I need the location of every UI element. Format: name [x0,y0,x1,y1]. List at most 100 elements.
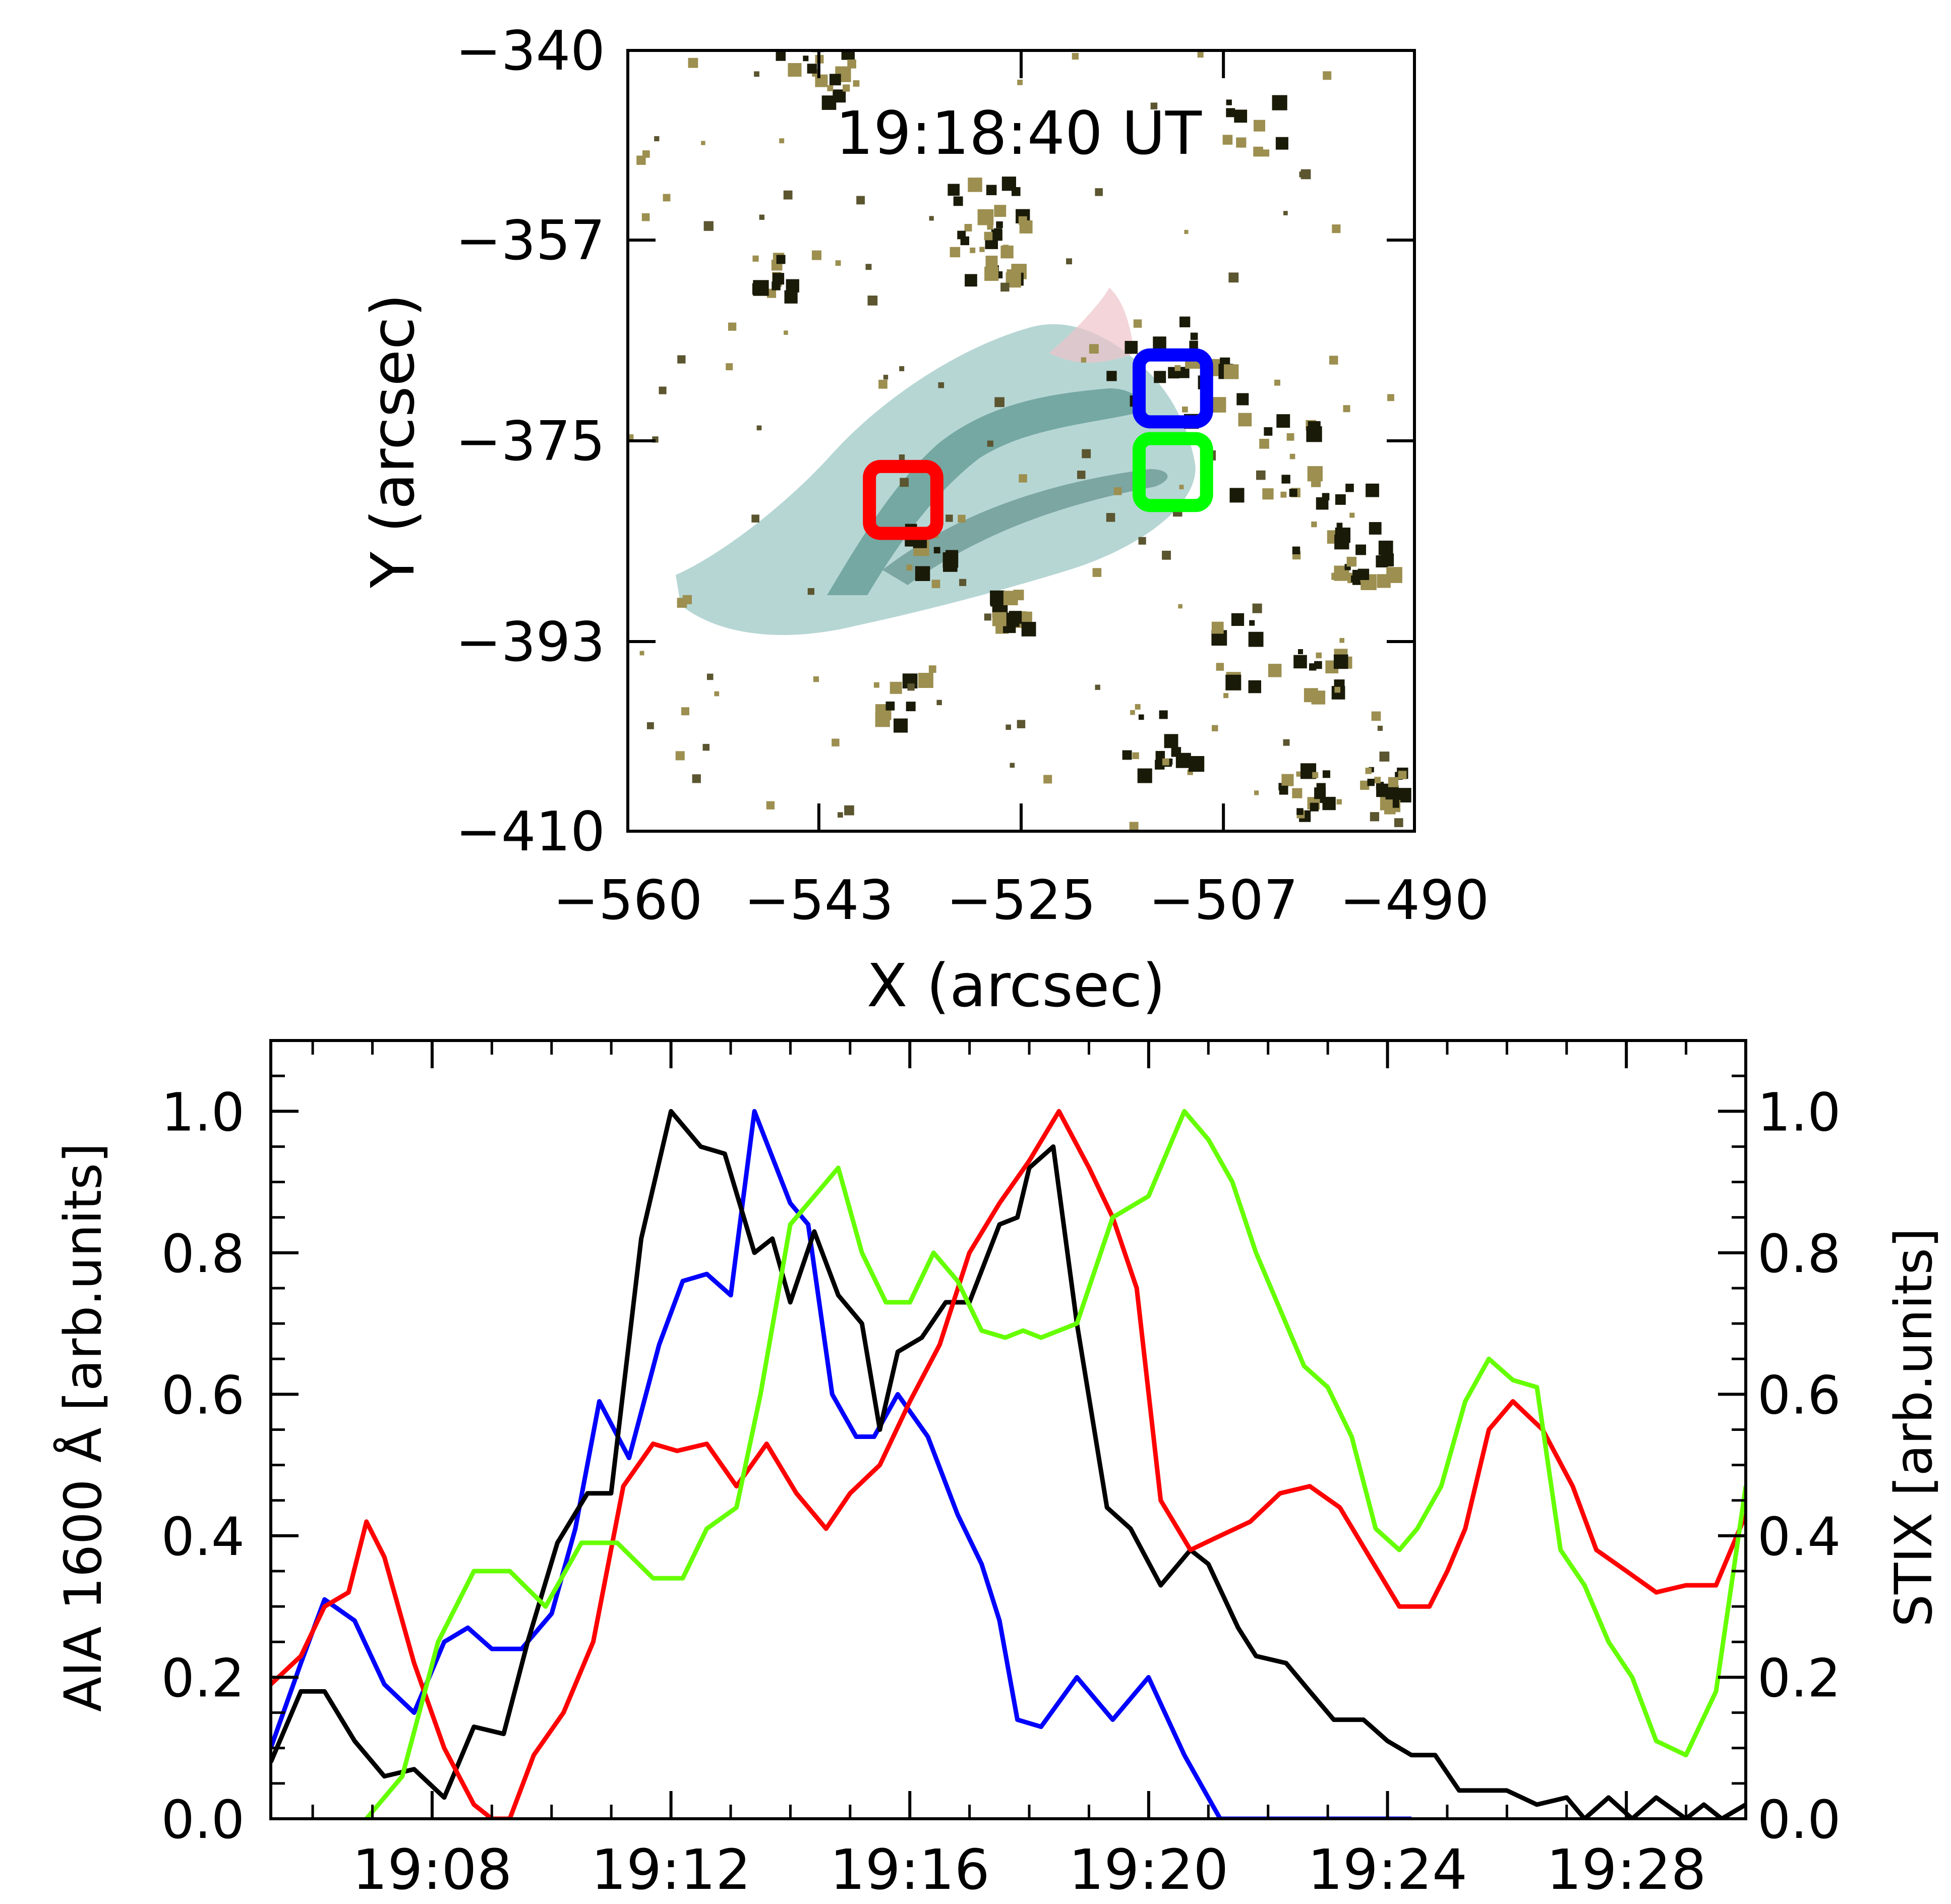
bright-kernel [948,184,960,196]
faint-kernel [1043,775,1052,784]
curve-xtick-label: 19:16 [830,1837,990,1902]
faint-kernel [628,434,634,440]
faint-kernel [779,138,785,144]
bright-kernel [1334,534,1349,550]
series-line [271,1109,1746,1819]
faint-kernel [1197,51,1204,58]
bright-kernel [1178,367,1190,378]
bright-kernel [984,232,993,241]
map-ytick-label: −340 [455,20,605,83]
bright-kernel [793,26,806,39]
faint-kernel [1162,550,1171,560]
bright-kernel [1399,790,1406,797]
bright-kernel [1314,661,1322,669]
bright-kernel [1179,316,1191,327]
bright-kernel [1174,365,1181,371]
faint-kernel [728,322,737,331]
faint-kernel [928,665,936,673]
faint-kernel [987,440,993,447]
bright-kernel [1229,488,1245,503]
curve-ytick-label-left: 0.2 [161,1647,245,1709]
faint-kernel [783,190,793,200]
bright-kernel [1226,108,1235,118]
bright-kernel [1367,779,1375,786]
faint-kernel [766,801,775,810]
bright-kernel [1190,332,1198,340]
series-line [365,1109,1746,1819]
faint-kernel [899,454,905,460]
faint-kernel [883,375,889,380]
bright-kernel [1336,523,1343,529]
bright-kernel [1298,649,1303,654]
bright-kernel [1322,796,1336,811]
faint-kernel [847,60,856,69]
faint-kernel [681,707,689,716]
bright-kernel [890,681,902,694]
bright-kernel [1155,751,1165,761]
faint-kernel [900,478,909,487]
faint-kernel [1339,638,1344,643]
faint-kernel [675,751,685,761]
bright-kernel [1231,613,1245,626]
faint-kernel [1323,71,1332,80]
bright-kernel [786,279,799,293]
faint-kernel [641,213,650,221]
bright-kernel [1137,768,1152,783]
bright-kernel [1351,575,1358,583]
map-xtick-label: −490 [1340,869,1490,932]
faint-kernel [701,141,705,145]
faint-kernel [1066,258,1072,265]
bright-kernel [766,289,777,298]
bright-kernel [1376,782,1384,790]
curve-ytick-label-right: 0.2 [1757,1647,1841,1709]
bright-kernel [1238,413,1252,427]
bright-kernel [1314,787,1326,799]
faint-kernel [1017,720,1026,728]
faint-kernel [907,683,915,691]
faint-kernel [1092,568,1102,577]
bright-kernel [807,64,817,74]
faint-kernel [1150,102,1158,109]
bright-kernel [829,74,841,86]
bright-kernel [1249,620,1255,626]
bright-kernel [1234,109,1248,123]
faint-kernel [1329,356,1338,365]
bright-kernel [1311,804,1317,811]
region-box [863,459,943,540]
faint-kernel [714,691,720,697]
bright-kernel [1133,319,1142,328]
bright-kernel [1162,758,1169,766]
bright-kernel [1253,146,1263,157]
pink-loop [1049,287,1135,363]
region-box [1133,348,1213,429]
bright-kernel [885,701,895,711]
bright-kernel [1189,756,1205,772]
light-curve-panel: 0.0 0.0 0.2 0.2 0.4 0.4 0.6 0.6 0.8 0.8 1.0 1.0 19:0… [53,1039,1944,1902]
bright-kernel [753,280,769,296]
map-ytick-label: −357 [455,209,605,272]
bright-kernel [1021,622,1036,637]
bright-kernel [875,712,890,727]
bright-kernel [1345,484,1354,492]
bright-kernel [1398,771,1407,779]
bright-kernel [1296,808,1304,815]
bright-kernel [776,51,786,61]
faint-kernel [938,382,944,388]
faint-kernel [1095,684,1100,690]
faint-kernel [853,80,860,87]
bright-kernel [970,247,976,253]
bright-kernel [906,564,913,571]
bright-kernel [1289,453,1295,459]
faint-kernel [754,71,759,77]
series-line [271,1109,1746,1819]
bright-kernel [1374,777,1381,783]
bright-kernel [1311,522,1317,528]
bright-kernel [992,612,1007,626]
faint-kernel [1299,171,1305,178]
bright-kernel [1377,574,1391,588]
bright-kernel [1322,493,1330,501]
bright-kernel [752,255,759,262]
bright-kernel [1216,663,1224,671]
bright-kernel [1289,489,1297,497]
